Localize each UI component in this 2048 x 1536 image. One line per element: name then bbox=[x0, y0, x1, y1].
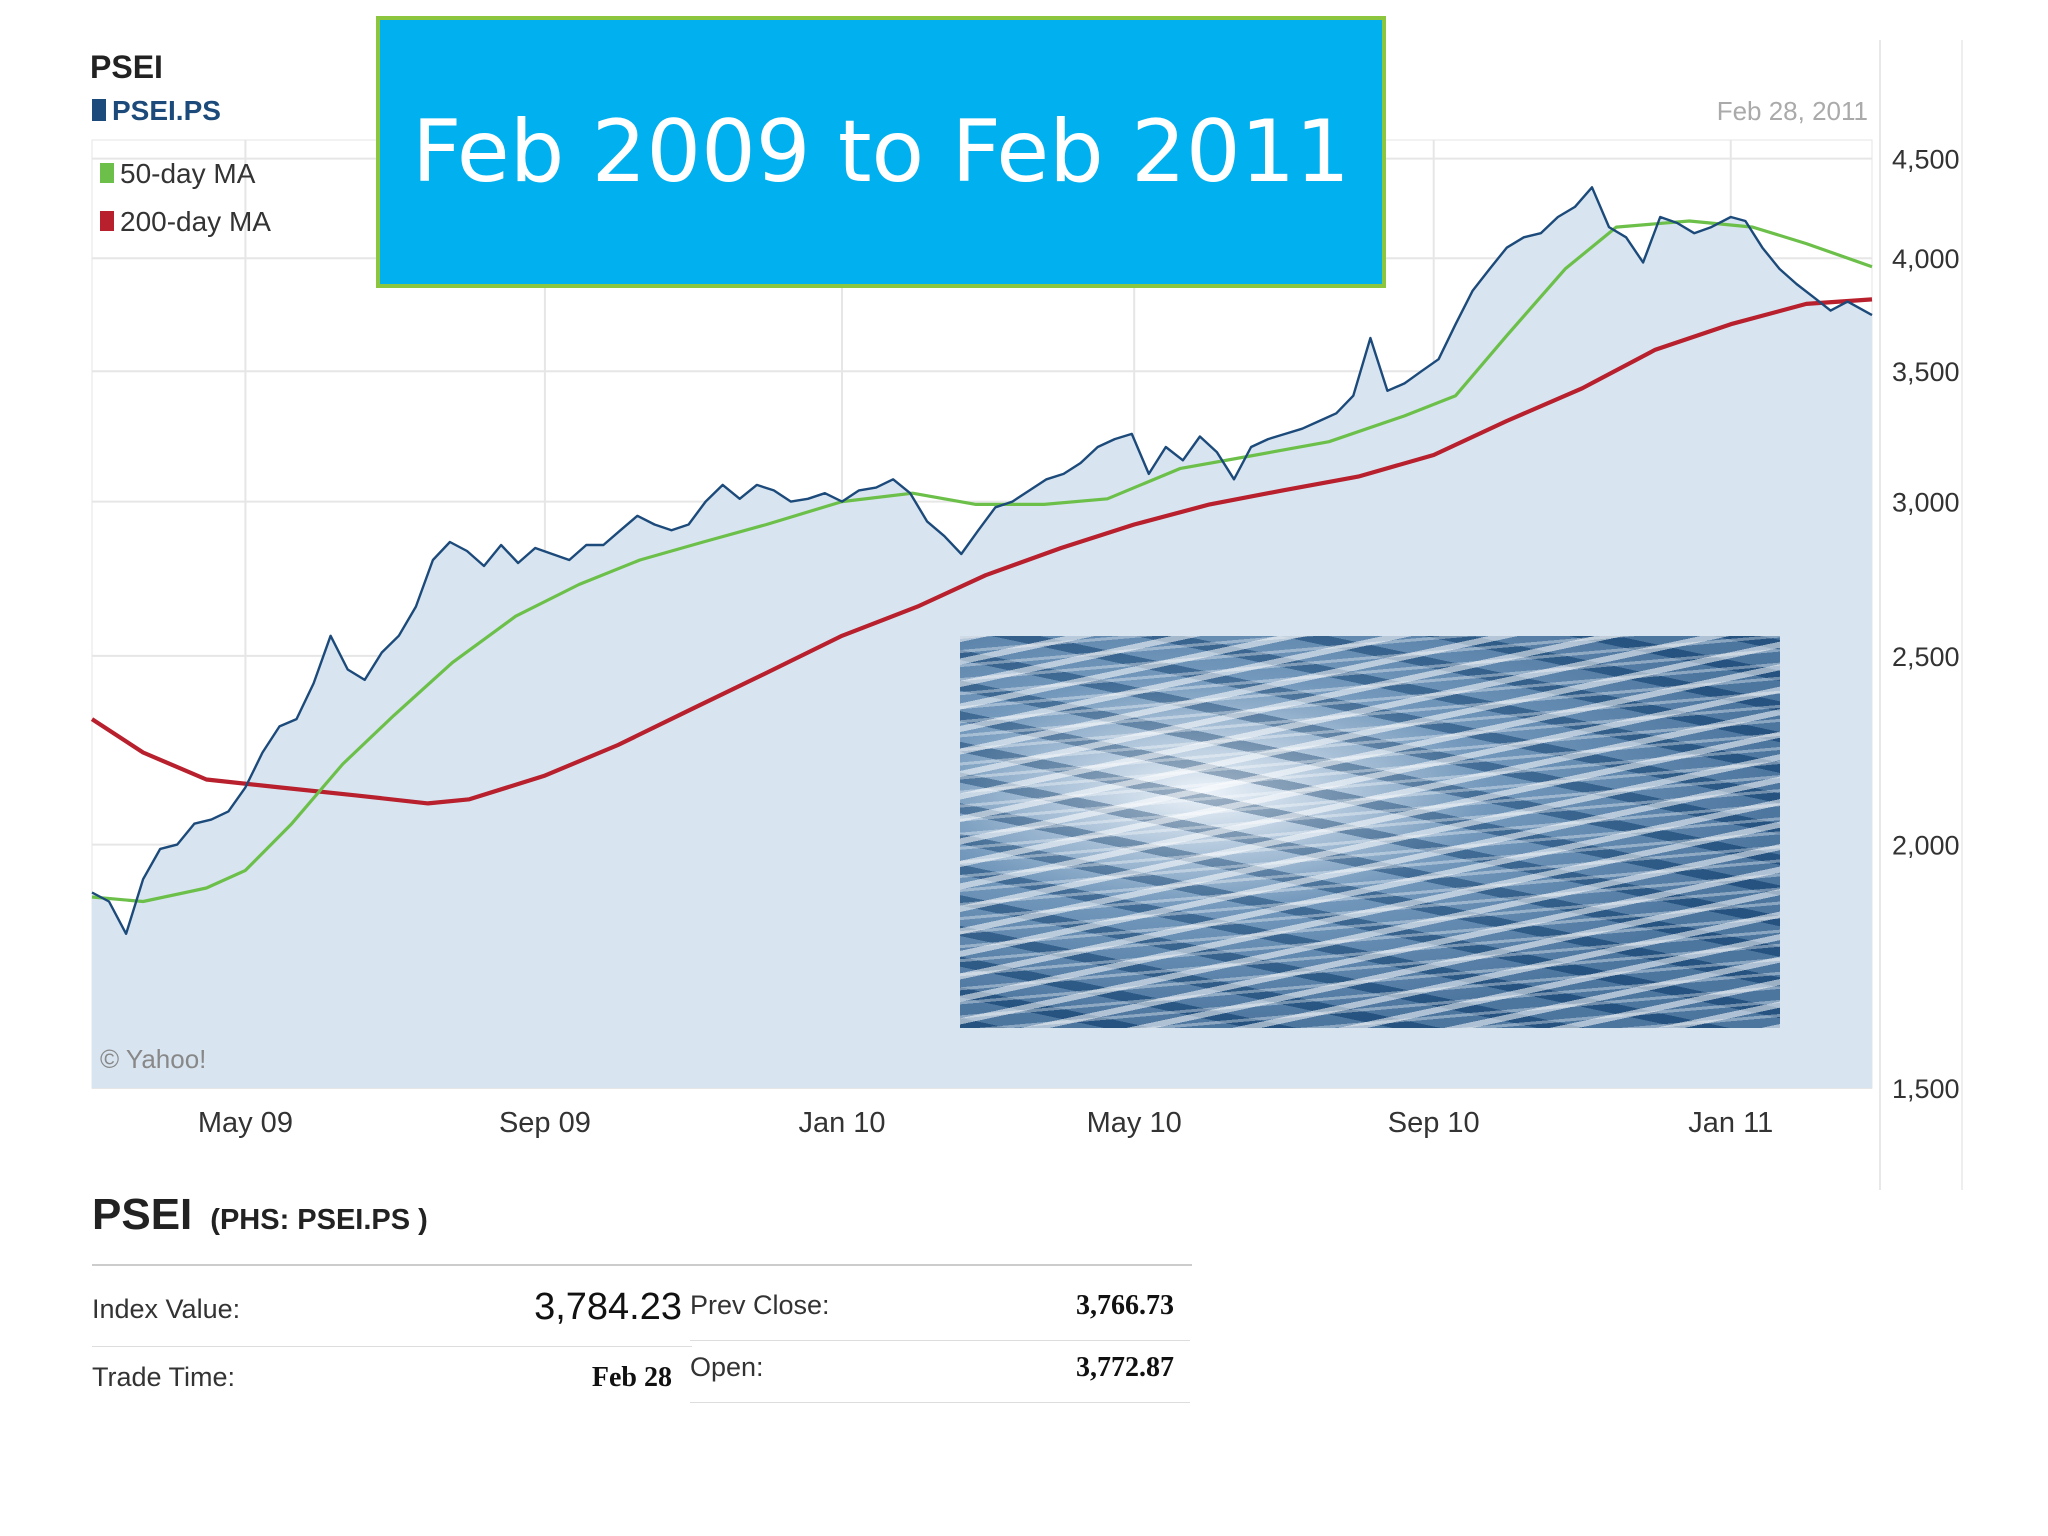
y-tick-label: 3,000 bbox=[1892, 488, 1960, 518]
y-tick-label: 4,500 bbox=[1892, 145, 1960, 175]
chart-axes: 1,500 2,000 2,500 3,000 3,500 4,000 4,500 May 0… bbox=[198, 145, 1960, 1139]
right-row-divider bbox=[690, 1340, 1190, 1341]
x-tick-label: May 10 bbox=[1087, 1107, 1182, 1139]
x-tick-label: May 09 bbox=[198, 1107, 293, 1139]
left-row-divider bbox=[92, 1346, 692, 1347]
legend-50-day-label: 50-day MA bbox=[120, 158, 256, 189]
trade-time-label: Trade Time: bbox=[92, 1362, 236, 1392]
x-tick-label: Sep 09 bbox=[499, 1107, 591, 1139]
y-tick-label: 2,000 bbox=[1892, 831, 1960, 861]
open-label: Open: bbox=[690, 1352, 764, 1382]
x-tick-label: Jan 11 bbox=[1688, 1107, 1773, 1139]
prev-close-value: 3,766.73 bbox=[1076, 1290, 1174, 1321]
chart-date-label: Feb 28, 2011 bbox=[1717, 96, 1868, 126]
y-tick-label: 2,500 bbox=[1892, 642, 1960, 672]
legend-50-day-swatch bbox=[100, 163, 114, 183]
quote-summary: PSEI (PHS: PSEI.PS ) Index Value: 3,784.2… bbox=[92, 1190, 1192, 1403]
x-tick-label: Sep 10 bbox=[1388, 1107, 1480, 1139]
symbol-legend-swatch bbox=[92, 99, 106, 121]
date-range-banner: Feb 2009 to Feb 2011 bbox=[376, 16, 1386, 288]
chart-series-lines bbox=[90, 186, 1873, 935]
index-value-label: Index Value: bbox=[92, 1294, 241, 1324]
yahoo-credit: © Yahoo! bbox=[100, 1044, 206, 1074]
open-value: 3,772.87 bbox=[1076, 1352, 1174, 1383]
ticker-label: PSEI bbox=[90, 49, 163, 85]
y-tick-label: 3,500 bbox=[1892, 357, 1960, 387]
quote-subtitle: (PHS: PSEI.PS ) bbox=[210, 1204, 428, 1236]
banner-text: Feb 2009 to Feb 2011 bbox=[412, 102, 1350, 202]
x-tick-label: Jan 10 bbox=[798, 1107, 885, 1139]
y-tick-label: 1,500 bbox=[1892, 1074, 1960, 1104]
ma-50-line bbox=[91, 219, 1873, 904]
ocean-water-photo bbox=[960, 636, 1780, 1028]
y-tick-label: 4,000 bbox=[1892, 244, 1960, 274]
prev-close-label: Prev Close: bbox=[690, 1290, 830, 1320]
ma-200-line bbox=[90, 297, 1873, 806]
quote-header: PSEI (PHS: PSEI.PS ) bbox=[92, 1190, 1192, 1240]
legend-200-day-swatch bbox=[100, 211, 114, 231]
trade-time-value: Feb 28 bbox=[591, 1362, 672, 1393]
symbol-label: PSEI.PS bbox=[112, 95, 221, 126]
right-row-bottom-divider bbox=[690, 1402, 1190, 1403]
quote-title: PSEI bbox=[92, 1190, 193, 1239]
index-value: 3,784.23 bbox=[534, 1286, 682, 1328]
legend-200-day-label: 200-day MA bbox=[120, 206, 271, 237]
quote-divider bbox=[92, 1264, 1192, 1266]
price-line bbox=[91, 186, 1873, 935]
